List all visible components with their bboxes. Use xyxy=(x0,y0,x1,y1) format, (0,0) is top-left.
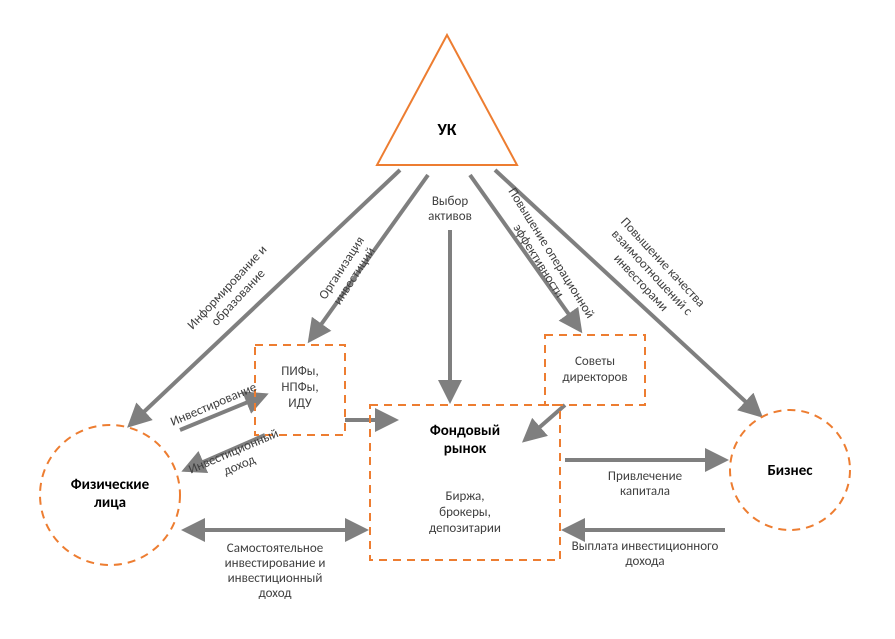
diagram-canvas: УК Физическиелица Бизнес ПИФы,НПФы,ИДУ Совет… xyxy=(0,0,895,639)
node-label-market-title: Фондовыйрынок xyxy=(430,422,500,458)
edge-board-market xyxy=(525,405,565,440)
edge-label-funds-ind-2: Инвестиционныйдоход xyxy=(186,426,286,491)
node-label-funds: ПИФы,НПФы,ИДУ xyxy=(281,364,318,411)
node-uk xyxy=(377,35,517,165)
edge-label-uk-market: Выборактивов xyxy=(428,194,472,224)
edge-label-business-market: Выплата инвестиционногодохода xyxy=(572,539,719,569)
node-label-board: Советыдиректоров xyxy=(562,354,627,385)
node-label-business: Бизнес xyxy=(767,462,813,480)
edge-label-uk-funds: Организацияинвестиций xyxy=(316,234,380,311)
edge-label-ind-market-1: Самостоятельноеинвестирование иинвестици… xyxy=(225,541,326,601)
node-label-individuals: Физическиелица xyxy=(71,476,150,512)
edge-label-uk-board: Повышение операционнойэффективности xyxy=(492,185,597,329)
edge-uk-individuals xyxy=(130,170,400,425)
edge-label-market-business: Привлечениекапитала xyxy=(608,469,682,499)
node-label-market-sub: Биржа,брокеры,депозитарии xyxy=(429,489,501,536)
node-label-uk: УК xyxy=(437,119,457,140)
